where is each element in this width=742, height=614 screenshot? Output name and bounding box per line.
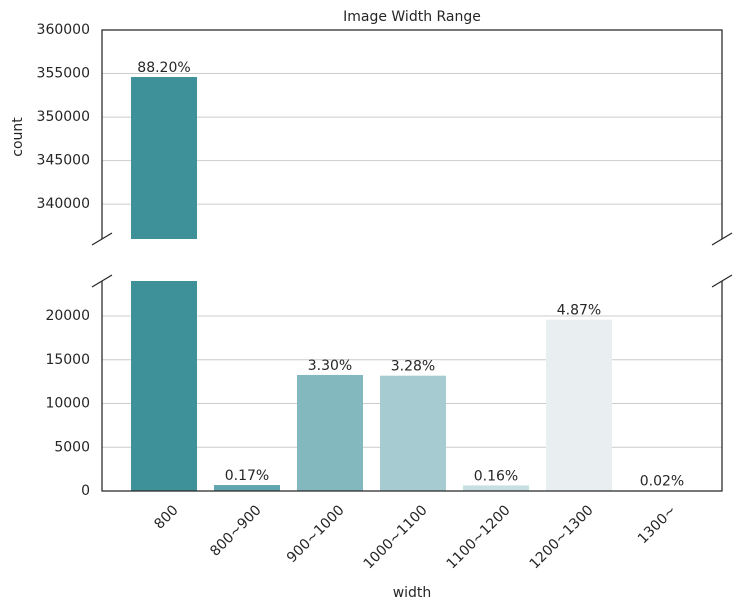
bar [297,374,363,491]
bar [463,485,529,491]
y-axis-label: count [10,117,26,157]
value-label: 0.17% [225,468,269,484]
bar [546,319,612,491]
x-tick-label: 1300~ [635,502,680,547]
y-tick-label: 340000 [37,196,90,212]
y-tick-label: 355000 [37,66,90,82]
y-tick-label: 0 [81,483,90,499]
y-tick-label: 10000 [45,396,90,412]
y-tick-label: 5000 [54,439,90,455]
x-tick-label: 800~900 [207,502,264,559]
bar [131,77,197,239]
y-tick-label: 360000 [37,22,90,38]
x-tick-label: 900~1000 [284,502,348,566]
y-tick-label: 20000 [45,308,90,324]
x-tick-label: 800 [151,502,181,532]
value-label: 88.20% [137,60,190,76]
bar [380,375,446,491]
chart-title: Image Width Range [343,9,481,25]
x-axis-label: width [393,585,432,601]
value-label: 4.87% [557,303,601,319]
value-label: 0.16% [474,468,518,484]
value-label: 3.30% [308,358,352,374]
bar [214,485,280,491]
bar [131,281,197,491]
axis-break-marks [91,232,733,288]
y-tick-label: 345000 [37,153,90,169]
value-label: 0.02% [640,473,684,489]
x-tick-label: 1200~1300 [527,502,597,572]
x-tick-label: 1000~1100 [361,502,431,572]
y-tick-label: 15000 [45,352,90,368]
y-tick-label: 350000 [37,109,90,125]
axes-frame-bottom [101,281,723,492]
value-label: 3.28% [391,359,435,375]
axes-frame-top [101,29,723,239]
x-tick-label: 1100~1200 [444,502,514,572]
